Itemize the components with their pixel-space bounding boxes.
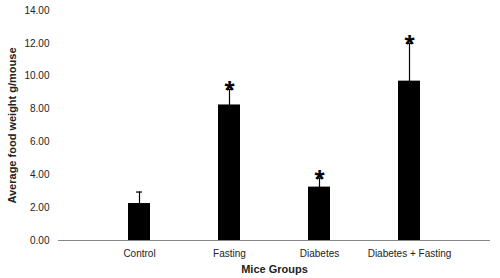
svg-text:14.00: 14.00 — [24, 5, 49, 16]
svg-text:Diabetes + Fasting: Diabetes + Fasting — [368, 248, 452, 259]
svg-text:Control: Control — [123, 248, 155, 259]
svg-text:Diabetes: Diabetes — [300, 248, 339, 259]
svg-text:4.00: 4.00 — [30, 169, 50, 180]
svg-text:2.00: 2.00 — [30, 202, 50, 213]
svg-text:0.00: 0.00 — [30, 235, 50, 246]
svg-text:*: * — [314, 164, 325, 194]
svg-text:Average food weight g/mouse: Average food weight g/mouse — [6, 47, 18, 203]
svg-text:8.00: 8.00 — [30, 103, 50, 114]
svg-text:6.00: 6.00 — [30, 136, 50, 147]
svg-text:10.00: 10.00 — [24, 70, 49, 81]
svg-text:Fasting: Fasting — [213, 248, 246, 259]
svg-text:12.00: 12.00 — [24, 38, 49, 49]
svg-text:*: * — [404, 29, 415, 59]
svg-text:Mice Groups: Mice Groups — [241, 263, 308, 275]
svg-text:*: * — [224, 75, 235, 105]
